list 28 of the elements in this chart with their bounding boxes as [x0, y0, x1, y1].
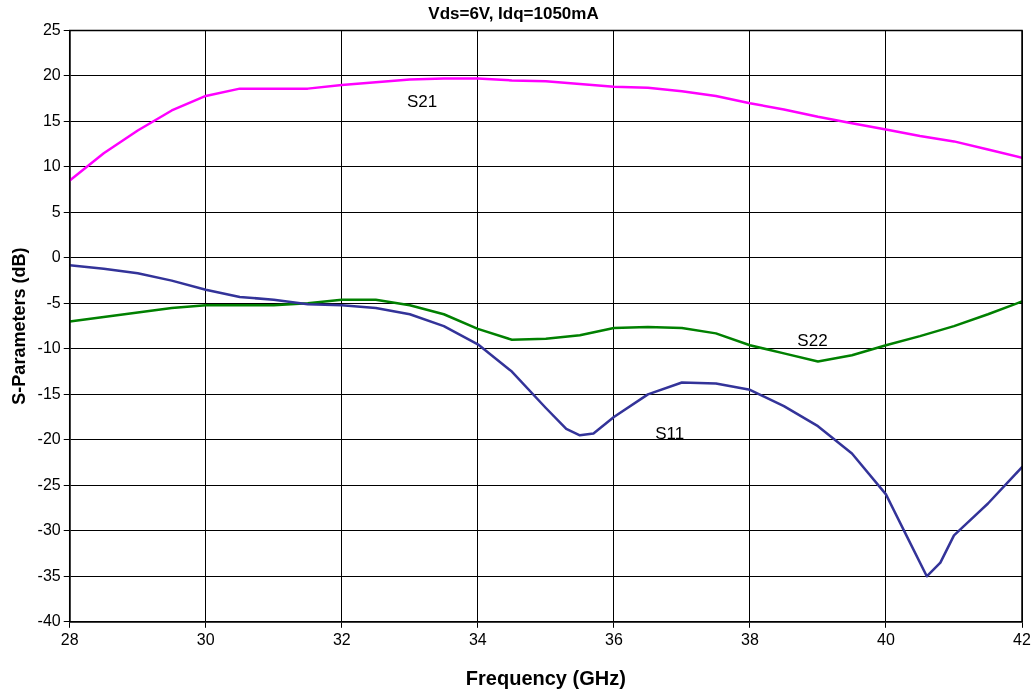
y-tick-label: -25 — [37, 475, 61, 493]
x-tick-label: 36 — [604, 630, 623, 648]
y-tick-label: 20 — [42, 66, 61, 84]
series-label: S11 — [655, 424, 685, 444]
chart-title: Vds=6V, Idq=1050mA — [428, 3, 599, 23]
y-tick-label: -20 — [37, 430, 61, 448]
x-tick-label: 38 — [741, 630, 759, 648]
x-tick-label: 34 — [468, 630, 487, 648]
y-tick-label: -15 — [37, 384, 61, 402]
x-tick-label: 28 — [60, 630, 79, 648]
x-tick-label: 40 — [877, 630, 895, 648]
y-axis-title: S-Parameters (dB) — [8, 247, 29, 405]
y-tick-label: 15 — [42, 111, 61, 129]
series-label: S21 — [406, 92, 438, 112]
y-tick-label: -30 — [37, 521, 61, 539]
x-tick-label: 42 — [1013, 630, 1031, 648]
y-tick-label: 5 — [51, 202, 61, 220]
y-tick-label: -35 — [37, 566, 61, 584]
y-tick-label: -10 — [37, 339, 61, 357]
y-tick-label: 0 — [51, 248, 61, 266]
x-tick-label: 30 — [196, 630, 215, 648]
y-tick-label: 25 — [42, 20, 61, 38]
series-label: S22 — [797, 331, 828, 351]
y-tick-label: 10 — [42, 157, 61, 175]
y-tick-label: -40 — [37, 612, 61, 630]
y-tick-label: -5 — [46, 293, 61, 311]
x-axis-title: Frequency (GHz) — [465, 666, 626, 689]
x-tick-label: 32 — [332, 630, 351, 648]
